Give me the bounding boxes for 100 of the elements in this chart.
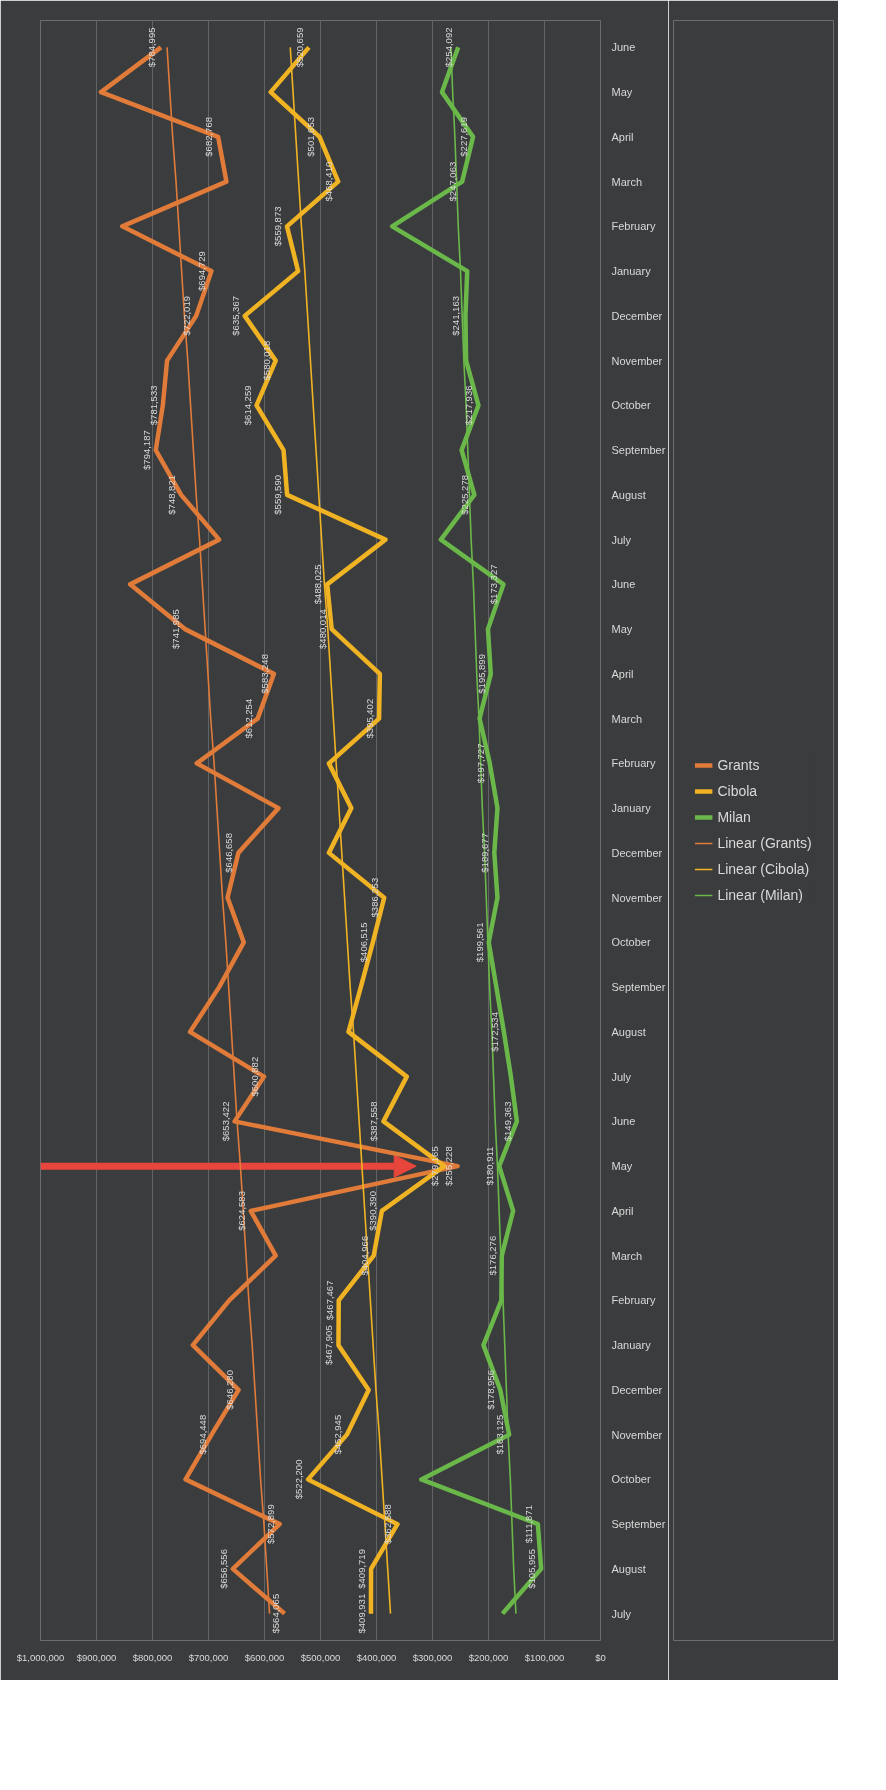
data-label: $694,729 [196,251,208,291]
data-label: $646,280 [223,1370,235,1410]
y-tick-label: June [611,578,636,591]
data-label: $520,659 [293,27,305,68]
data-label: $468,410 [323,161,335,202]
y-tick-label: February [611,757,657,770]
legend-label: Cibola [717,783,758,799]
data-label: $199,561 [473,922,485,963]
data-label: $387,558 [368,1101,380,1142]
x-tick-label: $100,000 [524,1651,565,1663]
y-tick-label: February [611,1294,657,1307]
data-label: $227,619 [458,117,470,157]
data-label: $241,163 [450,296,462,336]
data-label: $225,278 [459,475,471,515]
y-tick-label: November [611,1428,663,1441]
y-tick-label: February [611,220,657,233]
y-tick-label: June [611,41,636,54]
x-tick-label: $500,000 [300,1651,341,1663]
y-tick-label: March [611,1249,643,1262]
data-label: $173,327 [488,564,500,605]
data-label: $409,719 [356,1549,368,1589]
y-tick-label: November [611,354,663,367]
data-label: $480,014 [316,609,328,649]
x-tick-label: $0 [595,1651,606,1663]
data-label: $624,583 [235,1191,247,1231]
data-label: $572,899 [264,1504,276,1544]
x-tick-label: $300,000 [412,1651,453,1663]
data-label: $217,936 [463,385,475,426]
data-label: $646,658 [223,833,235,873]
data-label: $195,899 [475,654,487,694]
y-tick-label: October [611,399,651,412]
data-label: $172,534 [488,1012,500,1052]
data-label: $559,590 [272,475,284,515]
data-label: $653,422 [219,1101,231,1142]
y-tick-label: September [611,981,666,994]
data-label: $180,911 [484,1146,496,1186]
y-tick-label: July [611,1607,632,1620]
data-label: $254,092 [443,27,455,68]
data-label: $197,727 [474,743,486,784]
y-tick-label: April [611,130,634,143]
data-label: $395,402 [364,698,376,739]
y-tick-label: January [611,265,652,278]
y-tick-label: August [611,1562,646,1575]
data-label: $178,956 [485,1370,497,1410]
data-label: $452,945 [331,1414,343,1455]
x-tick-label: $900,000 [76,1651,117,1663]
y-tick-label: April [611,667,634,680]
y-tick-label: March [611,175,643,188]
legend-label: Linear (Milan) [717,887,804,903]
data-label: $656,556 [217,1549,229,1589]
y-tick-label: October [611,1473,651,1486]
data-label: $255,228 [442,1146,454,1186]
y-tick-label: January [611,802,652,815]
data-label: $111,871 [522,1505,534,1544]
data-label: $105,955 [526,1549,538,1589]
y-tick-label: May [611,86,633,99]
data-label: $386,253 [369,877,381,918]
legend-label: Milan [717,809,751,825]
data-label: $247,063 [447,161,459,202]
y-tick-label: January [611,1339,652,1352]
data-label: $163,125 [494,1414,506,1455]
legend-label: Grants [717,757,760,773]
y-tick-label: September [611,1518,666,1531]
data-label: $390,390 [366,1191,378,1231]
y-tick-label: November [611,891,663,904]
y-tick-label: March [611,712,643,725]
data-label: $409,931 [355,1593,367,1634]
y-tick-label: December [611,846,663,859]
data-label: $467,467 [323,1280,335,1321]
y-tick-label: October [611,936,651,949]
data-label: $784,995 [145,27,157,68]
data-label: $781,533 [147,385,159,426]
data-label: $467,905 [323,1325,335,1365]
x-tick-label: $800,000 [132,1651,173,1663]
data-label: $488,025 [312,564,324,605]
data-label: $694,448 [196,1414,208,1455]
y-tick-label: July [611,533,632,546]
data-label: $189,677 [479,833,491,873]
data-label: $564,065 [269,1593,281,1634]
data-label: $741,985 [169,609,181,649]
data-label: $682,768 [203,117,215,157]
data-label: $722,019 [181,296,193,336]
y-tick-label: June [611,1115,636,1128]
data-label: $176,276 [486,1235,498,1276]
x-tick-label: $1,000,000 [16,1651,65,1663]
data-label: $404,966 [358,1235,370,1276]
data-label: $794,187 [140,430,152,470]
y-tick-label: December [611,309,663,322]
y-tick-label: August [611,1025,646,1038]
data-label: $279,165 [429,1146,441,1186]
y-tick-label: September [611,444,666,457]
data-label: $149,363 [501,1101,513,1142]
data-label: $501,653 [304,117,316,157]
x-tick-label: $200,000 [468,1651,509,1663]
data-label: $612,254 [242,698,254,739]
data-label: $600,882 [249,1056,261,1097]
x-tick-label: $700,000 [188,1651,229,1663]
legend-label: Linear (Cibola) [717,861,810,877]
y-tick-label: May [611,1160,633,1173]
data-label: $748,821 [166,475,178,515]
